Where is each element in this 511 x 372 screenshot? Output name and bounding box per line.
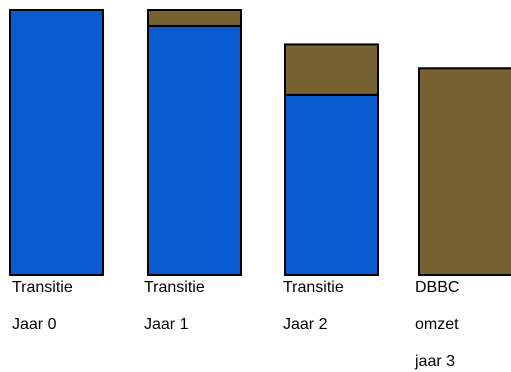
bar-segment-1-series-1 — [9, 9, 104, 276]
category-label-4-line-2: omzet — [415, 316, 459, 333]
category-label-4-line-3: jaar 3 — [414, 353, 455, 370]
category-label-1-line-2: Jaar 0 — [12, 316, 57, 333]
category-label-2-line-1: Transitie — [144, 279, 205, 296]
category-label-2-line-2: Jaar 1 — [144, 316, 189, 333]
bar-segment-2-series-2 — [147, 9, 242, 27]
category-label-3-line-1: Transitie — [283, 279, 344, 296]
category-label-4-line-1: DBBC — [415, 279, 459, 296]
category-label-3-line-2: Jaar 2 — [283, 316, 328, 333]
bar-segment-4-series-2 — [418, 67, 511, 276]
bar-segment-3-series-1 — [284, 93, 379, 276]
bar-segment-2-series-1 — [147, 24, 242, 277]
category-label-1-line-1: Transitie — [12, 279, 73, 296]
bar-segment-3-series-2 — [284, 43, 379, 96]
